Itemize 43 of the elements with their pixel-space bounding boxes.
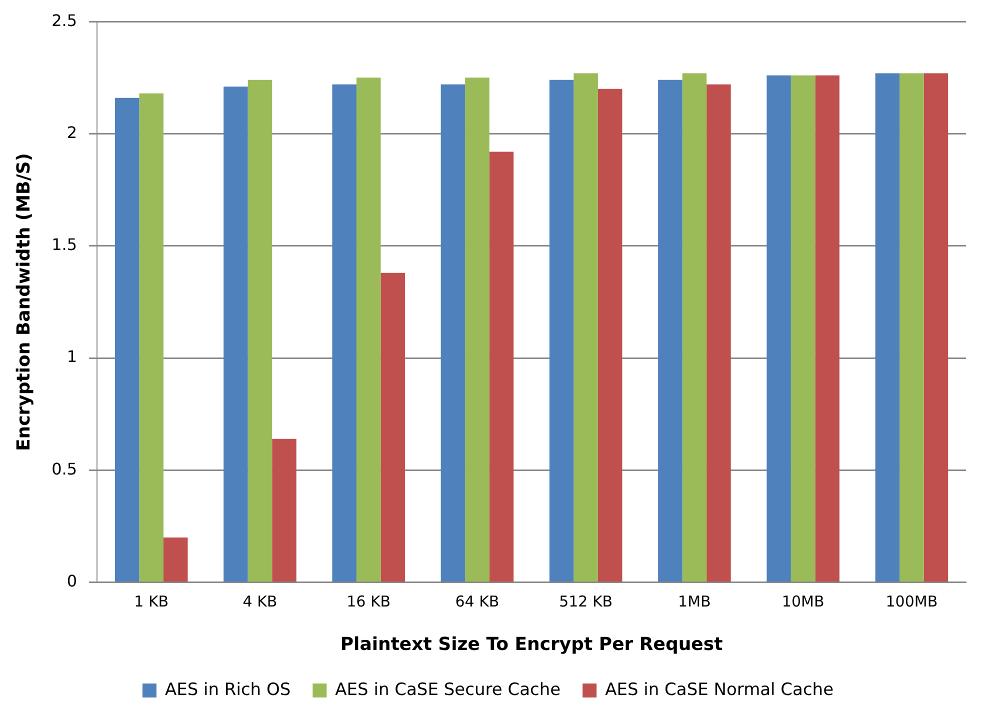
x-tick-label: 4 KB bbox=[242, 592, 278, 610]
bar bbox=[598, 88, 622, 582]
y-tick-label: 0 bbox=[66, 572, 78, 591]
y-tick-label: 0.5 bbox=[52, 459, 78, 478]
legend-label: AES in CaSE Normal Cache bbox=[605, 680, 834, 700]
bar bbox=[356, 78, 381, 582]
bar bbox=[766, 75, 791, 582]
bar bbox=[163, 538, 188, 582]
x-tick-label: 1MB bbox=[678, 592, 711, 610]
bar bbox=[900, 73, 924, 582]
bar bbox=[114, 98, 140, 582]
y-tick-label: 1.5 bbox=[52, 235, 78, 254]
x-tick-label: 100MB bbox=[886, 592, 938, 610]
bar bbox=[790, 75, 816, 582]
bar bbox=[489, 152, 514, 582]
bar bbox=[706, 84, 731, 582]
y-axis-title: Encryption Bandwidth (MB/S) bbox=[13, 152, 34, 452]
bar bbox=[332, 84, 356, 582]
bar bbox=[224, 86, 248, 582]
x-tick-label: 1 KB bbox=[134, 592, 169, 610]
bar bbox=[139, 93, 164, 582]
bar bbox=[248, 80, 272, 582]
bar bbox=[272, 438, 296, 582]
x-tick-label: 10MB bbox=[782, 592, 824, 610]
legend-label: AES in Rich OS bbox=[164, 680, 291, 700]
x-tick-label: 64 KB bbox=[455, 592, 500, 610]
x-tick-label: 16 KB bbox=[346, 592, 391, 610]
bar bbox=[574, 73, 598, 582]
x-tick-label: 512 KB bbox=[559, 592, 613, 610]
bar bbox=[658, 80, 682, 582]
y-tick-label: 2.5 bbox=[52, 10, 78, 30]
legend-label: AES in CaSE Secure Cache bbox=[335, 680, 561, 700]
bar bbox=[549, 80, 574, 582]
bar bbox=[875, 73, 900, 582]
y-tick-label: 2 bbox=[66, 122, 78, 142]
bar bbox=[465, 78, 490, 582]
bar bbox=[440, 84, 466, 582]
x-axis-title: Plaintext Size To Encrypt Per Request bbox=[340, 634, 724, 655]
bar bbox=[682, 73, 707, 582]
bar bbox=[924, 73, 948, 582]
bar bbox=[380, 272, 405, 582]
bar bbox=[815, 75, 840, 582]
y-tick-label: 1 bbox=[66, 347, 78, 366]
